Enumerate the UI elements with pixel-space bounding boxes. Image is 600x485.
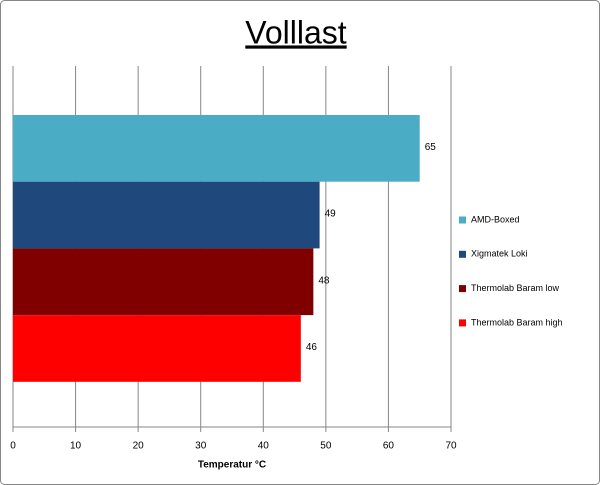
data-label: 46 — [306, 342, 318, 353]
legend-swatch — [459, 250, 466, 258]
bar — [13, 115, 420, 182]
legend-label: Xigmatek Loki — [471, 249, 528, 259]
legend-label: Thermolab Baram low — [471, 283, 560, 293]
x-tick-label: 30 — [195, 441, 207, 452]
data-label: 65 — [425, 142, 437, 153]
legend-label: AMD-Boxed — [471, 214, 520, 224]
legend-swatch — [459, 216, 466, 224]
x-tick-label: 50 — [320, 441, 332, 452]
legend-label: Thermolab Baram high — [471, 317, 563, 327]
legend-swatch — [459, 319, 466, 327]
x-tick-label: 40 — [258, 441, 270, 452]
x-tick-label: 0 — [10, 441, 16, 452]
data-label: 49 — [325, 209, 337, 220]
x-tick-label: 10 — [70, 441, 82, 452]
data-label: 48 — [318, 275, 330, 286]
legend-swatch — [459, 285, 466, 293]
x-tick-label: 70 — [445, 441, 457, 452]
x-tick-label: 20 — [133, 441, 145, 452]
x-tick-label: 60 — [383, 441, 395, 452]
bar — [13, 248, 314, 316]
x-axis-title: Temperatur °C — [198, 460, 266, 471]
chart-title: Volllast — [245, 14, 347, 50]
bar — [13, 315, 301, 382]
bar — [13, 181, 320, 249]
